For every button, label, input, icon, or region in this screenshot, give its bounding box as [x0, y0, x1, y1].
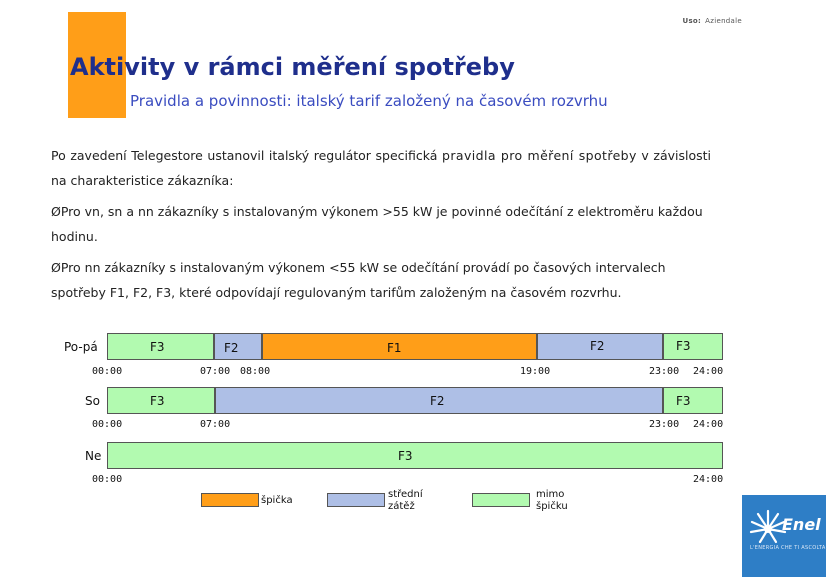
legend-swatch-peak: [201, 493, 259, 507]
bullet-arrow-icon: Ø: [51, 260, 61, 275]
segment-label: F2: [430, 394, 445, 408]
saturday-f2-day-bar: [215, 387, 663, 414]
weekday-f1-peak-bar: [262, 333, 537, 360]
saturday-f3-morning-bar: [107, 387, 215, 414]
segment-label: F3: [676, 339, 691, 353]
time-label: 07:00: [200, 419, 231, 430]
segment-label: F3: [676, 394, 691, 408]
bullet-text-b: je povinné odečítání z elektroměru každo…: [51, 204, 703, 244]
bullet-paragraph-intervals: ØPro nn zákazníky s instalovaným výkonem…: [51, 255, 711, 305]
sunday-f3-full-bar: [107, 442, 723, 469]
time-label: 23:00: [649, 366, 680, 377]
bullet-arrow-icon: Ø: [51, 204, 61, 219]
time-label: 23:00: [649, 419, 680, 430]
weekday-f3-morning-bar: [107, 333, 214, 360]
weekday-f2-evening-bar: [537, 333, 663, 360]
segment-label: F2: [224, 341, 239, 355]
legend-label-mid: střední zátěž: [388, 489, 423, 512]
time-label: 19:00: [520, 366, 551, 377]
time-label: 24:00: [693, 366, 724, 377]
bullet-text-a: Pro vn, sn a nn zákazníky s instalovaným…: [60, 204, 437, 219]
intro-text-emphasis: pravidla pro měření spotřeby: [442, 148, 637, 163]
legend-swatch-mid: [327, 493, 385, 507]
enel-logo: Enel L'ENERGIA CHE TI ASCOLTA.: [742, 495, 828, 577]
usage-label-key: Uso:: [682, 17, 702, 25]
segment-label: F1: [387, 341, 402, 355]
legend-label-peak: špička: [261, 495, 293, 506]
segment-label: F3: [150, 394, 165, 408]
weekday-f2-morning-bar: [214, 333, 262, 360]
segment-label: F3: [150, 340, 165, 354]
usage-label-value: Aziendale: [705, 17, 742, 25]
day-label-weekday: Po-pá: [64, 340, 98, 354]
page-subtitle: Pravidla a povinnosti: italský tarif zal…: [130, 92, 608, 110]
segment-label: F3: [398, 449, 413, 463]
day-label-saturday: So: [85, 394, 100, 408]
enel-sun-icon: [749, 509, 787, 544]
intro-text-a: Po zavedení Telegestore ustanovil italsk…: [51, 148, 443, 163]
time-label: 07:00: [200, 366, 231, 377]
time-label: 00:00: [92, 366, 123, 377]
usage-label: Uso: Aziendale: [682, 17, 742, 25]
saturday-f3-night-bar: [663, 387, 723, 414]
orange-accent-block: [68, 12, 126, 118]
bullet-paragraph-hourly: ØPro vn, sn a nn zákazníky s instalovaný…: [51, 199, 711, 249]
legend-label-offpeak: mimo špičku: [536, 489, 568, 512]
enel-logo-tagline: L'ENERGIA CHE TI ASCOLTA.: [750, 545, 828, 551]
time-label: 08:00: [240, 366, 271, 377]
bullet-text-b: se odečítání provádí po časových interva…: [51, 260, 666, 300]
time-label: 00:00: [92, 474, 123, 485]
weekday-f3-night-bar: [663, 333, 723, 360]
enel-logo-text: Enel: [782, 515, 821, 534]
intro-text-c: v závislosti na charakteristice zákazník…: [51, 148, 711, 188]
bullet-text-a: Pro nn zákazníky s instalovaným výkonem …: [60, 260, 384, 275]
time-label: 00:00: [92, 419, 123, 430]
legend-swatch-offpeak: [472, 493, 530, 507]
page-title: Aktivity v rámci měření spotřeby: [70, 53, 515, 81]
segment-label: F2: [590, 339, 605, 353]
day-label-sunday: Ne: [85, 449, 102, 463]
intro-paragraph: Po zavedení Telegestore ustanovil italsk…: [51, 143, 711, 193]
time-label: 24:00: [693, 474, 724, 485]
time-label: 24:00: [693, 419, 724, 430]
